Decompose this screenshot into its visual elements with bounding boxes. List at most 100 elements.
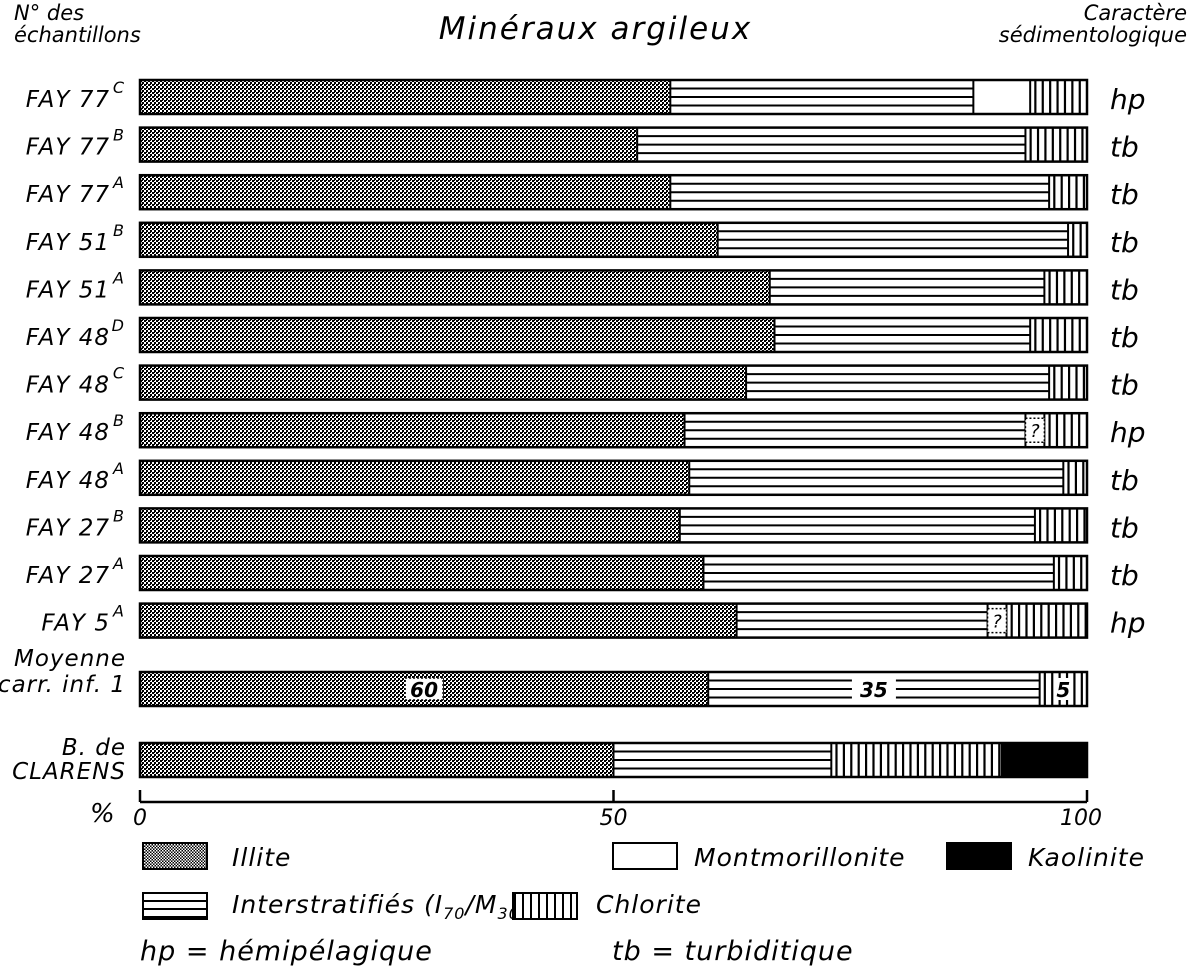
row-7-label: FAY 48 [26, 420, 110, 446]
abbr-hp-text: hémipélagique [219, 936, 433, 967]
row-8-bar-outline [138, 459, 1089, 497]
mean-value-label-1: 35 [860, 678, 888, 702]
row-8-bar [138, 459, 1089, 497]
row-2-bar-seg-3 [1048, 175, 1087, 210]
row-9-label-sup: B [113, 506, 124, 525]
row-1-label-sup: B [113, 126, 124, 145]
row-5-label: FAY 48 [26, 325, 110, 351]
character-column-header: Caractère sédimentologique [999, 2, 1187, 46]
row-11-bar-outline [138, 602, 1089, 639]
row-6-bar-outline [138, 364, 1089, 401]
legend-kaolinite-label: Kaolinite [1028, 843, 1145, 872]
row-1-bar-seg-1 [636, 127, 1026, 162]
row-0-bar [138, 78, 1089, 116]
row-3-bar-outline [138, 221, 1089, 259]
row-2-label-sup: A [112, 173, 124, 192]
row-9-character: tb [1110, 511, 1139, 544]
row-4-bar-outline [138, 269, 1089, 306]
mean-value-label-0: 60 [410, 678, 438, 702]
mean-label-line-1: Moyenne [14, 646, 126, 672]
row-11-question-box [986, 607, 1008, 634]
row-2-bar-outline [138, 173, 1089, 211]
row-0-bar-seg-0 [139, 80, 671, 114]
row-9-bar-seg-3 [1033, 508, 1087, 543]
reference-bar-seg-3 [830, 743, 1002, 777]
row-6-label-sup: C [113, 364, 125, 383]
row-4-bar-seg-0 [139, 270, 770, 305]
x-axis-label: % [90, 799, 115, 829]
row-5-bar-outline [138, 316, 1089, 354]
row-3-bar-seg-0 [139, 222, 718, 257]
row-8-character: tb [1110, 464, 1139, 497]
row-6-bar-seg-3 [1048, 365, 1087, 400]
x-axis: 0 50 100% [90, 790, 1102, 831]
row-9-label: FAY 27 [26, 515, 110, 541]
samples-header-line-1: N° des [14, 1, 85, 25]
row-1-bar [138, 126, 1089, 163]
row-1-bar-seg-0 [139, 127, 638, 162]
legend-illite-swatch [142, 842, 208, 870]
x-tick-label-100: 100 [1060, 806, 1102, 831]
samples-header-line-2: échantillons [14, 23, 141, 47]
row-4-label-sup: A [112, 268, 124, 287]
row-7-question-box [1024, 417, 1046, 443]
legend-interstratifies-label: Interstratifiés (I70/M30) [232, 890, 531, 929]
abbr-tb-text: turbiditique [684, 936, 854, 967]
row-10-bar-seg-3 [1052, 556, 1087, 590]
row-11-question-mark: ? [992, 612, 1002, 633]
legend-montmorillonite-swatch [612, 842, 678, 870]
row-4-bar [138, 269, 1089, 306]
row-8-label-sup: A [112, 459, 124, 478]
row-8-bar-seg-1 [688, 460, 1064, 495]
abbr-tb-code: tb [612, 936, 642, 967]
row-7-bar-outline [138, 411, 1089, 449]
row-11-label-sup: A [112, 602, 124, 621]
row-0-bar-seg-2 [972, 80, 1031, 114]
row-0-bar-seg-1 [669, 80, 974, 114]
abbr-hp: hp = hémipélagique [140, 936, 433, 967]
character-header-line-1: Caractère [1083, 1, 1187, 25]
abbr-tb: tb = turbiditique [612, 936, 854, 967]
row-2-character: tb [1110, 178, 1139, 211]
row-0-label: FAY 77 [26, 87, 110, 113]
row-1-label: FAY 77 [26, 135, 110, 161]
row-6-character: tb [1110, 369, 1139, 402]
row-2-label: FAY 77 [26, 182, 110, 208]
row-7-bar-seg-1 [683, 413, 1026, 448]
row-3-bar [138, 221, 1089, 259]
row-5-bar-seg-1 [773, 318, 1031, 352]
character-header-line-2: sédimentologique [998, 23, 1187, 47]
legend-illite-label: Illite [232, 843, 292, 872]
x-tick-label-50: 50 [600, 806, 628, 831]
row-0-bar-outline [138, 78, 1089, 116]
mean-value-box-2 [1056, 678, 1071, 700]
row-5-label-sup: D [112, 316, 124, 335]
row-1-character: tb [1110, 131, 1139, 164]
row-8-label: FAY 48 [26, 468, 110, 494]
row-7-bar-seg-3 [1043, 413, 1087, 448]
row-7-label-sup: B [113, 411, 124, 430]
row-5-character: tb [1110, 321, 1139, 354]
mean-value-box-1 [851, 678, 896, 700]
x-tick-label-0: 0 [133, 806, 147, 831]
row-6-bar [138, 364, 1089, 401]
reference-bar-seg-1 [612, 743, 832, 777]
legend-chlorite-label: Chlorite [596, 890, 702, 919]
row-8-bar-seg-0 [139, 460, 690, 495]
row-10-label-sup: A [112, 554, 124, 573]
row-0-bar-seg-3 [1029, 80, 1087, 114]
legend-chlorite-swatch [512, 892, 578, 920]
samples-column-header: N° des échantillons [14, 2, 184, 46]
row-10-bar-seg-0 [139, 556, 704, 590]
row-9-bar-outline [138, 507, 1089, 544]
reference-bar-seg-0 [139, 743, 614, 777]
row-5-bar-seg-0 [139, 318, 775, 352]
row-5-bar [138, 316, 1089, 354]
row-9-bar-seg-0 [139, 508, 680, 543]
row-6-bar-seg-1 [745, 365, 1050, 400]
row-11-character: hp [1110, 607, 1146, 640]
mean-value-label-2: 5 [1056, 678, 1070, 702]
row-10-character: tb [1110, 559, 1139, 592]
row-4-label: FAY 51 [26, 277, 110, 303]
